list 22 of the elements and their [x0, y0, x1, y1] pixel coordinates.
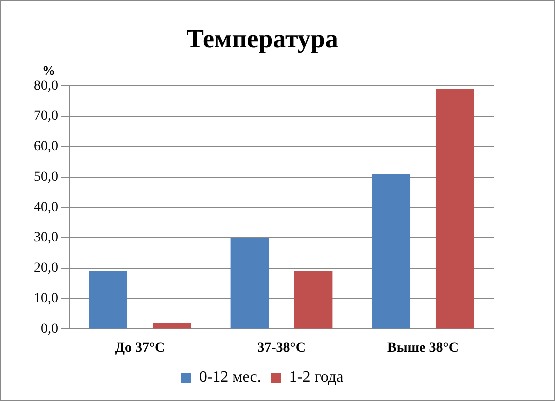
- x-tick-label: 37-38°С: [258, 341, 306, 356]
- y-tick-label: 40,0: [34, 200, 58, 216]
- bar: [89, 271, 128, 329]
- y-tick-label: 20,0: [34, 261, 58, 276]
- chart-title: Температура: [186, 24, 338, 54]
- x-tick-label: Выше 38°С: [387, 341, 460, 356]
- y-tick-label: 10,0: [34, 291, 58, 306]
- y-axis-title: %: [42, 63, 56, 78]
- bar: [230, 238, 270, 329]
- bar: [294, 271, 333, 329]
- y-tick-label: 80,0: [34, 78, 58, 94]
- y-tick-label: 60,0: [34, 140, 58, 155]
- y-tick-label: 30,0: [34, 230, 58, 246]
- bar: [436, 89, 474, 329]
- y-tick-label: 0,0: [41, 322, 58, 337]
- legend-label: 0-12 мес.: [199, 369, 262, 386]
- y-tick-label: 50,0: [34, 170, 58, 185]
- bar: [372, 174, 411, 329]
- legend-label: 1-2 года: [289, 369, 344, 386]
- x-tick-label: До 37°С: [115, 341, 166, 356]
- bar: [152, 323, 192, 329]
- y-tick-label: 70,0: [34, 109, 58, 124]
